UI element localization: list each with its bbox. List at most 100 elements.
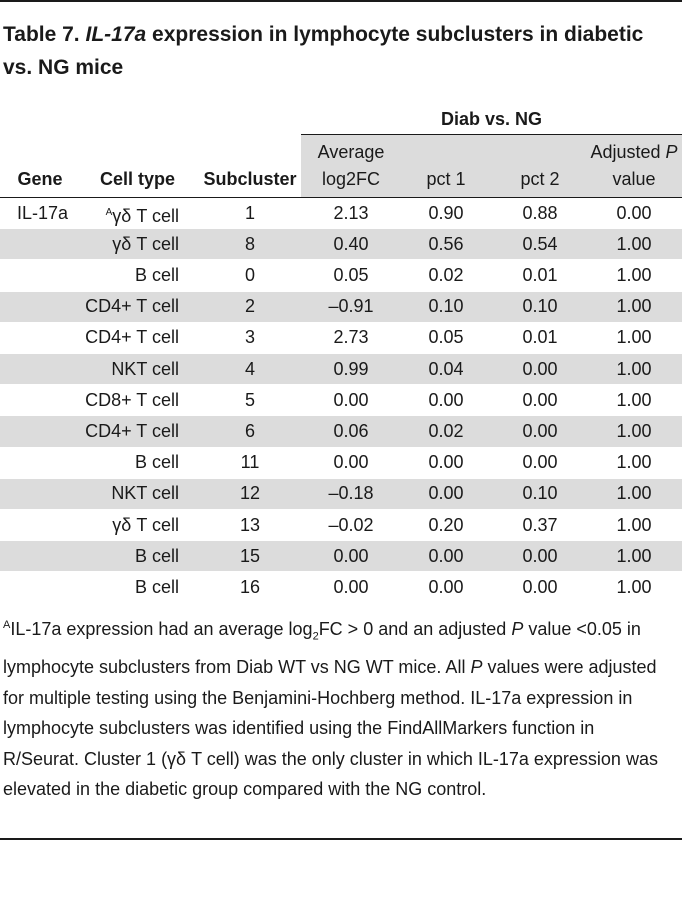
col-header-adjusted-p-letter: P (665, 142, 678, 162)
cell-average-log2fc: –0.91 (328, 296, 374, 317)
cell-adjusted-p: 1.00 (616, 233, 652, 254)
cell-subcluster: 4 (244, 358, 255, 379)
cell-subcluster: 15 (239, 545, 261, 566)
cell-subcluster: 12 (239, 483, 261, 504)
cell-adjusted-p: 1.00 (616, 296, 652, 317)
col-header-gene: Gene (17, 169, 63, 189)
cell-adjusted-p: 1.00 (616, 545, 652, 566)
cell-subcluster: 11 (240, 452, 260, 473)
cell-pct2: 0.37 (522, 514, 558, 535)
cell-adjusted-p: 1.00 (616, 514, 652, 535)
col-header-adjusted-line1: Adjusted P (590, 142, 678, 162)
cell-subcluster: 1 (244, 202, 255, 223)
col-header-pct2: pct 2 (520, 169, 560, 189)
col-header-cell-type: Cell type (99, 169, 176, 189)
cell-pct2: 0.01 (522, 264, 558, 285)
cell-subcluster: 5 (244, 389, 255, 410)
cell-cell-type: B cell (134, 264, 179, 285)
cell-pct1: 0.05 (428, 327, 464, 348)
cell-cell-type: γδ T cell (112, 233, 179, 254)
cell-pct1: 0.00 (428, 452, 464, 473)
cell-adjusted-p: 0.00 (616, 202, 652, 223)
cell-adjusted-p: 1.00 (616, 327, 652, 348)
cell-subcluster: 0 (244, 264, 255, 285)
cell-cell-type: Aγδ T cell (105, 205, 179, 226)
cell-subcluster: 13 (239, 514, 261, 535)
cell-pct2: 0.88 (522, 202, 558, 223)
cell-cell-type: B cell (134, 452, 179, 473)
top-rule (0, 0, 682, 2)
cell-pct2: 0.00 (522, 358, 558, 379)
cell-footnote-mark: A (105, 206, 113, 218)
cell-cell-type: CD4+ T cell (85, 327, 179, 348)
cell-pct1: 0.04 (428, 358, 464, 379)
cell-subcluster: 8 (244, 233, 255, 254)
cell-average-log2fc: 0.00 (333, 545, 369, 566)
cell-gene: IL-17a (17, 202, 69, 223)
cell-pct2: 0.00 (522, 545, 558, 566)
cell-cell-type: B cell (134, 545, 179, 566)
cell-subcluster: 16 (239, 576, 261, 597)
cell-average-log2fc: 0.40 (333, 233, 369, 254)
cell-average-log2fc: –0.02 (328, 514, 374, 535)
cell-adjusted-p: 1.00 (616, 264, 652, 285)
cell-subcluster: 2 (244, 296, 255, 317)
col-header-average-line1: Average (317, 142, 385, 162)
table-title: Table 7. IL-17a expression in lymphocyte… (3, 18, 673, 84)
cell-average-log2fc: 2.13 (333, 202, 369, 223)
cell-pct2: 0.54 (522, 233, 558, 254)
cell-average-log2fc: 0.00 (333, 389, 369, 410)
cell-cell-type: CD8+ T cell (85, 389, 179, 410)
cell-average-log2fc: 0.00 (333, 452, 369, 473)
bottom-rule (0, 838, 682, 840)
col-header-pct1: pct 1 (426, 169, 466, 189)
cell-pct2: 0.10 (522, 483, 558, 504)
cell-pct2: 0.00 (522, 452, 558, 473)
row-shade (0, 291, 682, 322)
cell-pct1: 0.00 (428, 389, 464, 410)
cell-pct2: 0.00 (522, 576, 558, 597)
cell-pct1: 0.02 (428, 420, 464, 441)
row-shade (0, 478, 682, 509)
cell-cell-type: CD4+ T cell (85, 420, 179, 441)
cell-adjusted-p: 1.00 (616, 483, 652, 504)
cell-adjusted-p: 1.00 (616, 576, 652, 597)
cell-adjusted-p: 1.00 (616, 389, 652, 410)
cell-cell-type: NKT cell (111, 358, 179, 379)
table-title-gene: IL-17a (85, 23, 147, 46)
cell-pct1: 0.00 (428, 483, 464, 504)
col-header-average-line2: log2FC (321, 169, 381, 189)
group-header-rule (301, 134, 682, 135)
cell-average-log2fc: –0.18 (328, 483, 374, 504)
cell-average-log2fc: 0.06 (333, 420, 369, 441)
cell-cell-type: B cell (134, 576, 179, 597)
cell-pct1: 0.02 (428, 264, 464, 285)
cell-subcluster: 6 (244, 420, 255, 441)
cell-adjusted-p: 1.00 (616, 452, 652, 473)
row-shade (0, 541, 682, 572)
footnote-mark: A (3, 619, 11, 631)
cell-average-log2fc: 2.73 (333, 327, 369, 348)
cell-cell-type: NKT cell (111, 483, 179, 504)
table-title-text: expression in lymphocyte subclusters in … (3, 23, 644, 79)
cell-pct1: 0.00 (428, 545, 464, 566)
col-header-adjusted-line2: value (612, 169, 656, 189)
cell-pct1: 0.90 (428, 202, 464, 223)
cell-pct1: 0.10 (428, 296, 464, 317)
cell-pct1: 0.00 (428, 576, 464, 597)
cell-average-log2fc: 0.05 (333, 264, 369, 285)
cell-average-log2fc: 0.00 (333, 576, 369, 597)
cell-subcluster: 3 (244, 327, 255, 348)
table-footnote: AIL-17a expression had an average log2FC… (3, 619, 658, 800)
cell-pct2: 0.00 (522, 389, 558, 410)
table-number: Table 7. (3, 23, 80, 46)
cell-cell-type: CD4+ T cell (85, 296, 179, 317)
row-shade (0, 354, 682, 385)
cell-adjusted-p: 1.00 (616, 420, 652, 441)
header-band (301, 135, 682, 197)
cell-pct2: 0.00 (522, 420, 558, 441)
col-header-subcluster: Subcluster (203, 169, 297, 189)
row-shade (0, 416, 682, 447)
col-header-adjusted-p: Adjusted P value (586, 139, 682, 193)
row-shade (0, 229, 682, 260)
